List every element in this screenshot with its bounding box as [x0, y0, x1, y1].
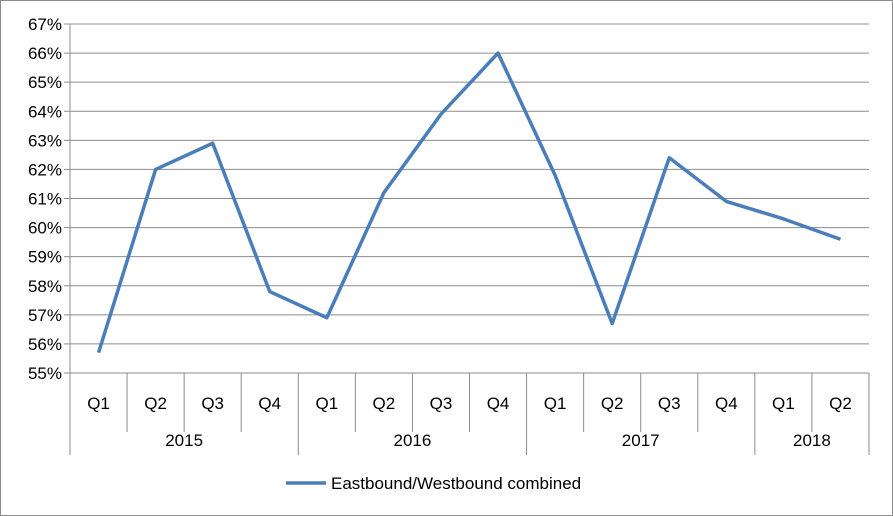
x-tick-label-year: 2018	[793, 431, 831, 450]
x-tick-label-quarter: Q3	[658, 394, 681, 413]
series-layer	[96, 51, 842, 354]
x-tick-label-quarter: Q3	[201, 394, 224, 413]
legend-label: Eastbound/Westbound combined	[331, 474, 581, 493]
y-tick-label: 66%	[28, 44, 62, 63]
x-tick-label-quarter: Q1	[772, 394, 795, 413]
legend: Eastbound/Westbound combined	[286, 474, 581, 493]
x-tick-label-quarter: Q3	[430, 394, 453, 413]
y-tick-label: 59%	[28, 248, 62, 267]
y-tick-label: 64%	[28, 102, 62, 121]
gridlines	[70, 23, 869, 345]
x-tick-label-quarter: Q4	[715, 394, 738, 413]
x-tick-label-quarter: Q4	[487, 394, 510, 413]
x-tick-label-year: 2015	[165, 431, 203, 450]
y-tick-label: 63%	[28, 131, 62, 150]
x-tick-label-quarter: Q1	[544, 394, 567, 413]
x-tick-label-year: 2017	[622, 431, 660, 450]
x-axis: Q1 Q2 Q3 Q4 Q1 Q2 Q3 Q4 Q1 Q2 Q3 Q4 Q1 Q2 2015 2016 2017…	[69, 372, 870, 455]
y-tick-label: 67%	[28, 15, 62, 34]
y-tick-label: 60%	[28, 219, 62, 238]
series-line	[96, 51, 842, 354]
y-tick-label: 61%	[28, 190, 62, 209]
x-tick-label-quarter: Q2	[373, 394, 396, 413]
x-tick-label-quarter: Q2	[601, 394, 624, 413]
x-tick-label-quarter: Q2	[144, 394, 167, 413]
x-tick-label-quarter: Q1	[87, 394, 110, 413]
y-tick-label: 56%	[28, 335, 62, 354]
y-tick-label: 58%	[28, 277, 62, 296]
y-tick-label: 62%	[28, 160, 62, 179]
y-tick-label: 65%	[28, 73, 62, 92]
x-tick-label-quarter: Q4	[258, 394, 281, 413]
x-tick-label-quarter: Q1	[315, 394, 338, 413]
x-tick-label-quarter: Q2	[829, 394, 852, 413]
y-tick-label: 57%	[28, 306, 62, 325]
y-tick-label: 55%	[28, 364, 62, 383]
y-axis: 55% 56% 57% 58% 59% 60% 61% 62% 63% 64% 65% 66% 67%	[28, 15, 71, 383]
x-tick-label-year: 2016	[394, 431, 432, 450]
